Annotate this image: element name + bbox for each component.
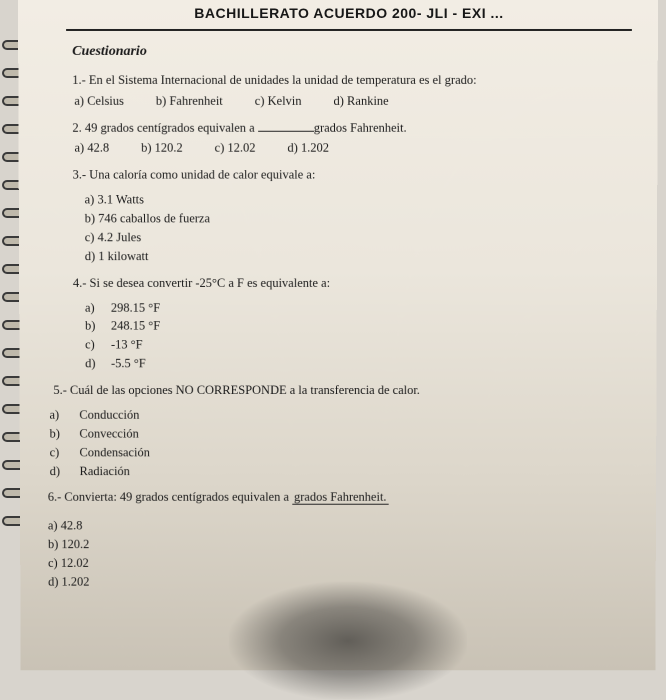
q1-options: a) Celsius b) Fahrenheit c) Kelvin d) Ra…	[72, 93, 631, 110]
q5-opt-b-value: Convección	[79, 425, 630, 442]
q1-opt-a: a) Celsius	[74, 93, 124, 110]
q6-options: a) 42.8 b) 120.2 c) 12.02 d) 1.202	[48, 518, 630, 590]
q2-text-post: grados Fahrenheit.	[314, 120, 407, 134]
q5-opt-c-value: Condensación	[79, 444, 630, 461]
thumb-shadow	[229, 582, 467, 700]
q2-options: a) 42.8 b) 120.2 c) 12.02 d) 1.202	[72, 140, 631, 157]
section-title: Cuestionario	[72, 43, 632, 62]
q2-text-pre: 2. 49 grados centígrados equivalen a	[72, 120, 257, 134]
q4-opt-d-label: d)	[85, 356, 111, 373]
q5-opt-c-label: c)	[50, 444, 80, 461]
q1-opt-b: b) Fahrenheit	[156, 93, 223, 110]
q6-opt-d: d) 1.202	[48, 574, 630, 591]
q2-text: 2. 49 grados centígrados equivalen a gra…	[72, 119, 631, 136]
q6-opt-a: a) 42.8	[48, 518, 630, 535]
q4-opt-c-label: c)	[85, 337, 111, 354]
q4-opt-a-label: a)	[85, 299, 111, 316]
q1-opt-d: d) Rankine	[334, 93, 389, 110]
question-1: 1.- En el Sistema Internacional de unida…	[72, 72, 631, 110]
q6-opt-c: c) 12.02	[48, 555, 630, 572]
q6-text-pre: 6.- Convierta: 49 grados centígrados equ…	[48, 490, 292, 504]
q4-opt-b-label: b)	[85, 318, 111, 335]
question-3: 3.- Una caloría como unidad de calor equ…	[73, 167, 632, 265]
question-5: 5.- Cuál de las opciones NO CORRESPONDE …	[41, 382, 630, 479]
q2-opt-d: d) 1.202	[287, 140, 329, 157]
q3-text: 3.- Una caloría como unidad de calor equ…	[73, 167, 632, 184]
q4-opt-d-value: -5.5 °F	[111, 356, 631, 373]
q2-opt-a: a) 42.8	[74, 140, 109, 157]
q5-opt-b-label: b)	[50, 425, 80, 442]
q1-opt-c: c) Kelvin	[255, 93, 302, 110]
q2-blank	[258, 130, 314, 131]
worksheet-page: BACHILLERATO ACUERDO 200- JLI - EXI ... …	[18, 0, 658, 670]
q5-text: 5.- Cuál de las opciones NO CORRESPONDE …	[53, 382, 630, 399]
q4-opt-b-value: 248.15 °F	[111, 318, 631, 335]
q6-text: 6.- Convierta: 49 grados centígrados equ…	[48, 489, 630, 506]
q3-opt-b: b) 746 caballos de fuerza	[85, 210, 632, 227]
q4-opt-c-value: -13 °F	[111, 337, 631, 354]
q4-opt-a-value: 298.15 °F	[111, 299, 631, 316]
question-6: 6.- Convierta: 49 grados centígrados equ…	[48, 489, 630, 590]
q4-text: 4.- Si se desea convertir -25°C a F es e…	[73, 275, 631, 292]
header-rule	[66, 29, 632, 31]
question-2: 2. 49 grados centígrados equivalen a gra…	[72, 119, 631, 157]
q5-opt-a-label: a)	[49, 407, 79, 424]
q3-opt-a: a) 3.1 Watts	[85, 192, 632, 209]
q3-opt-c: c) 4.2 Jules	[85, 229, 631, 246]
q5-options: a) Conducción b) Convección c) Condensac…	[49, 407, 630, 480]
q4-options: a) 298.15 °F b) 248.15 °F c) -13 °F d) -…	[73, 299, 631, 372]
q5-opt-a-value: Conducción	[79, 407, 630, 424]
q2-opt-c: c) 12.02	[215, 140, 256, 157]
q2-opt-b: b) 120.2	[141, 140, 183, 157]
q5-opt-d-value: Radiación	[80, 463, 631, 480]
page-header: BACHILLERATO ACUERDO 200- JLI - EXI ...	[66, 0, 632, 29]
q5-opt-d-label: d)	[50, 463, 80, 480]
q3-options: a) 3.1 Watts b) 746 caballos de fuerza c…	[73, 192, 632, 265]
q6-opt-b: b) 120.2	[48, 536, 630, 553]
q1-text: 1.- En el Sistema Internacional de unida…	[72, 72, 631, 89]
question-4: 4.- Si se desea convertir -25°C a F es e…	[73, 275, 631, 373]
q3-opt-d: d) 1 kilowatt	[85, 248, 631, 265]
q6-text-post: grados Fahrenheit.	[292, 490, 388, 505]
